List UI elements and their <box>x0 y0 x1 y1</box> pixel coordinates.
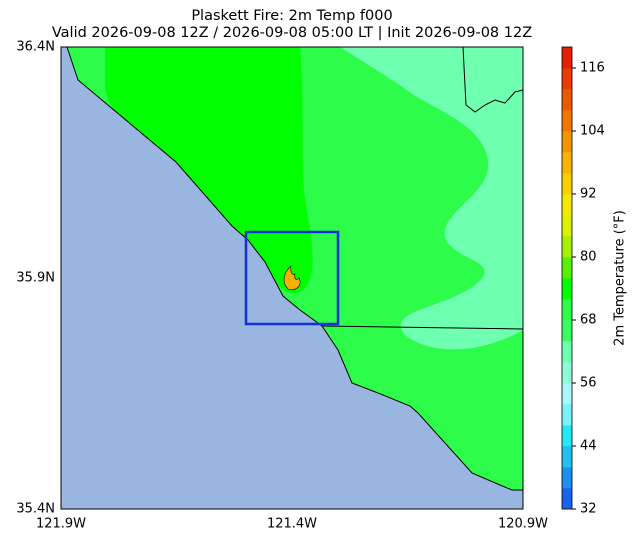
colorbar-band <box>562 131 572 153</box>
colorbar-band <box>562 47 572 69</box>
title: Plaskett Fire: 2m Temp f000 <box>191 8 392 24</box>
colorbar-band <box>562 446 572 468</box>
subtitle: Valid 2026-09-08 12Z / 2026-09-08 05:00 … <box>52 25 532 41</box>
colorbar-band <box>562 278 572 300</box>
colorbar-tick-label: 92 <box>580 187 597 202</box>
colorbar-band <box>562 173 572 195</box>
colorbar: 32 44 56 68 80 92 104 116 <box>561 46 605 517</box>
colorbar-tick-label: 104 <box>580 124 605 139</box>
colorbar-band <box>562 236 572 258</box>
colorbar-tick-label: 44 <box>580 439 597 454</box>
colorbar-tick-label: 80 <box>580 250 597 265</box>
colorbar-band <box>562 68 572 90</box>
colorbar-band <box>562 488 572 510</box>
colorbar-band <box>562 110 572 132</box>
colorbar-band <box>562 425 572 447</box>
focus-box <box>244 230 340 326</box>
colorbar-band <box>562 152 572 174</box>
lat-label: 36.4N <box>16 40 55 55</box>
boundary-line <box>462 47 523 113</box>
county-line <box>321 325 523 330</box>
colorbar-band <box>562 257 572 279</box>
colorbar-tick-label: 56 <box>580 376 597 391</box>
map: 36.4N 35.9N 35.4N 121.9W 121.4W 120.9W <box>16 40 548 532</box>
colorbar-tick-label: 116 <box>580 61 605 76</box>
ocean <box>61 47 523 509</box>
lat-label: 35.9N <box>16 271 55 286</box>
lat-label: 35.4N <box>16 502 55 517</box>
colorbar-band <box>562 383 572 405</box>
colorbar-band <box>562 89 572 111</box>
colorbar-band <box>562 467 572 489</box>
cool-region <box>340 47 523 350</box>
colorbar-band <box>562 215 572 237</box>
colorbar-tick-label: 68 <box>580 313 597 328</box>
colorbar-band <box>562 362 572 384</box>
colorbar-tick-label: 32 <box>580 502 597 517</box>
lon-label: 121.9W <box>36 517 86 532</box>
colorbar-band <box>562 194 572 216</box>
lon-label: 121.4W <box>267 517 317 532</box>
colorbar-label: 2m Temperature (°F) <box>613 210 628 346</box>
colorbar-band <box>562 341 572 363</box>
lon-label: 120.9W <box>498 517 548 532</box>
map-frame <box>60 46 524 510</box>
colorbar-band <box>562 299 572 321</box>
colorbar-band <box>562 320 572 342</box>
colorbar-band <box>562 404 572 426</box>
fire-icon <box>283 265 301 291</box>
colorbar-frame <box>561 46 573 510</box>
